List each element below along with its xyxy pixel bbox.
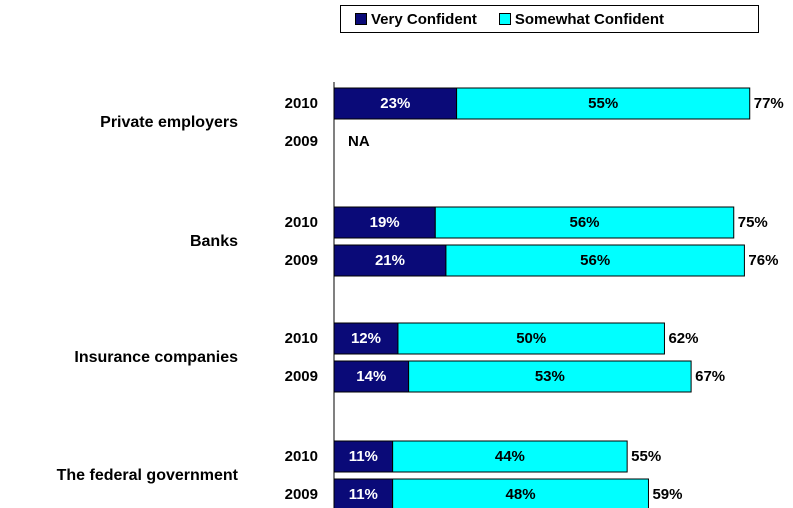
data-label-somewhat-banks-2010: 56%: [569, 214, 599, 231]
data-label-total-banks-2010: 75%: [738, 214, 768, 231]
year-label-private-employers-2010: 2010: [285, 95, 318, 112]
bar-very-insurance-companies-2010: [333, 322, 399, 355]
data-label-somewhat-the-federal-government-2009: 48%: [506, 486, 536, 503]
year-label-private-employers-2009: 2009: [285, 133, 318, 150]
year-label-insurance-companies-2009: 2009: [285, 368, 318, 385]
legend-swatch-very-confident: [355, 13, 367, 25]
data-label-total-insurance-companies-2010: 62%: [668, 330, 698, 347]
bar-somewhat-insurance-companies-2009: [408, 360, 692, 393]
bar-somewhat-banks-2009: [445, 244, 745, 277]
legend-item-very-confident: Very Confident: [355, 11, 477, 28]
legend: Very Confident Somewhat Confident: [340, 5, 759, 33]
data-label-somewhat-insurance-companies-2010: 50%: [516, 330, 546, 347]
data-label-very-banks-2009: 21%: [375, 252, 405, 269]
legend-swatch-somewhat-confident: [498, 13, 511, 25]
bar-somewhat-insurance-companies-2010: [397, 322, 665, 355]
data-label-total-the-federal-government-2009: 59%: [652, 486, 682, 503]
bar-very-banks-2009: [333, 244, 447, 277]
data-label-very-insurance-companies-2009: 14%: [356, 368, 386, 385]
year-label-the-federal-government-2009: 2009: [285, 486, 318, 503]
bar-somewhat-banks-2010: [434, 206, 735, 239]
data-label-very-banks-2010: 19%: [370, 214, 400, 231]
data-label-somewhat-private-employers-2010: 55%: [588, 95, 618, 112]
legend-label-very-confident: Very Confident: [371, 10, 477, 28]
data-label-somewhat-the-federal-government-2010: 44%: [495, 448, 525, 465]
legend-item-somewhat-confident: Somewhat Confident: [498, 10, 665, 28]
data-label-somewhat-insurance-companies-2009: 53%: [535, 368, 565, 385]
category-label-private-employers: Private employers: [100, 114, 238, 131]
data-label-somewhat-banks-2009: 56%: [580, 252, 610, 269]
legend-label-somewhat-confident: Somewhat Confident: [514, 10, 665, 28]
bar-somewhat-private-employers-2010: [456, 87, 751, 120]
bar-very-the-federal-government-2010: [333, 440, 394, 473]
bar-somewhat-the-federal-government-2009: [392, 478, 649, 508]
category-label-the-federal-government: The federal government: [57, 467, 239, 484]
bar-very-banks-2010: [333, 206, 436, 239]
bar-very-insurance-companies-2009: [333, 360, 410, 393]
year-label-banks-2009: 2009: [285, 252, 318, 269]
data-label-very-insurance-companies-2010: 12%: [351, 330, 381, 347]
na-label-private-employers-2009: NA: [348, 133, 370, 150]
year-label-the-federal-government-2010: 2010: [285, 448, 318, 465]
year-label-insurance-companies-2010: 2010: [285, 330, 318, 347]
data-label-very-the-federal-government-2010: 11%: [349, 448, 378, 465]
data-label-very-private-employers-2010: 23%: [380, 95, 410, 112]
year-label-banks-2010: 2010: [285, 214, 318, 231]
category-label-insurance-companies: Insurance companies: [74, 349, 238, 366]
data-label-total-private-employers-2010: 77%: [754, 95, 784, 112]
data-label-very-the-federal-government-2009: 11%: [349, 486, 378, 503]
bar-somewhat-the-federal-government-2010: [392, 440, 628, 473]
category-label-banks: Banks: [190, 233, 238, 250]
data-label-total-insurance-companies-2009: 67%: [695, 368, 725, 385]
data-label-total-banks-2009: 76%: [748, 252, 778, 269]
data-label-total-the-federal-government-2010: 55%: [631, 448, 661, 465]
